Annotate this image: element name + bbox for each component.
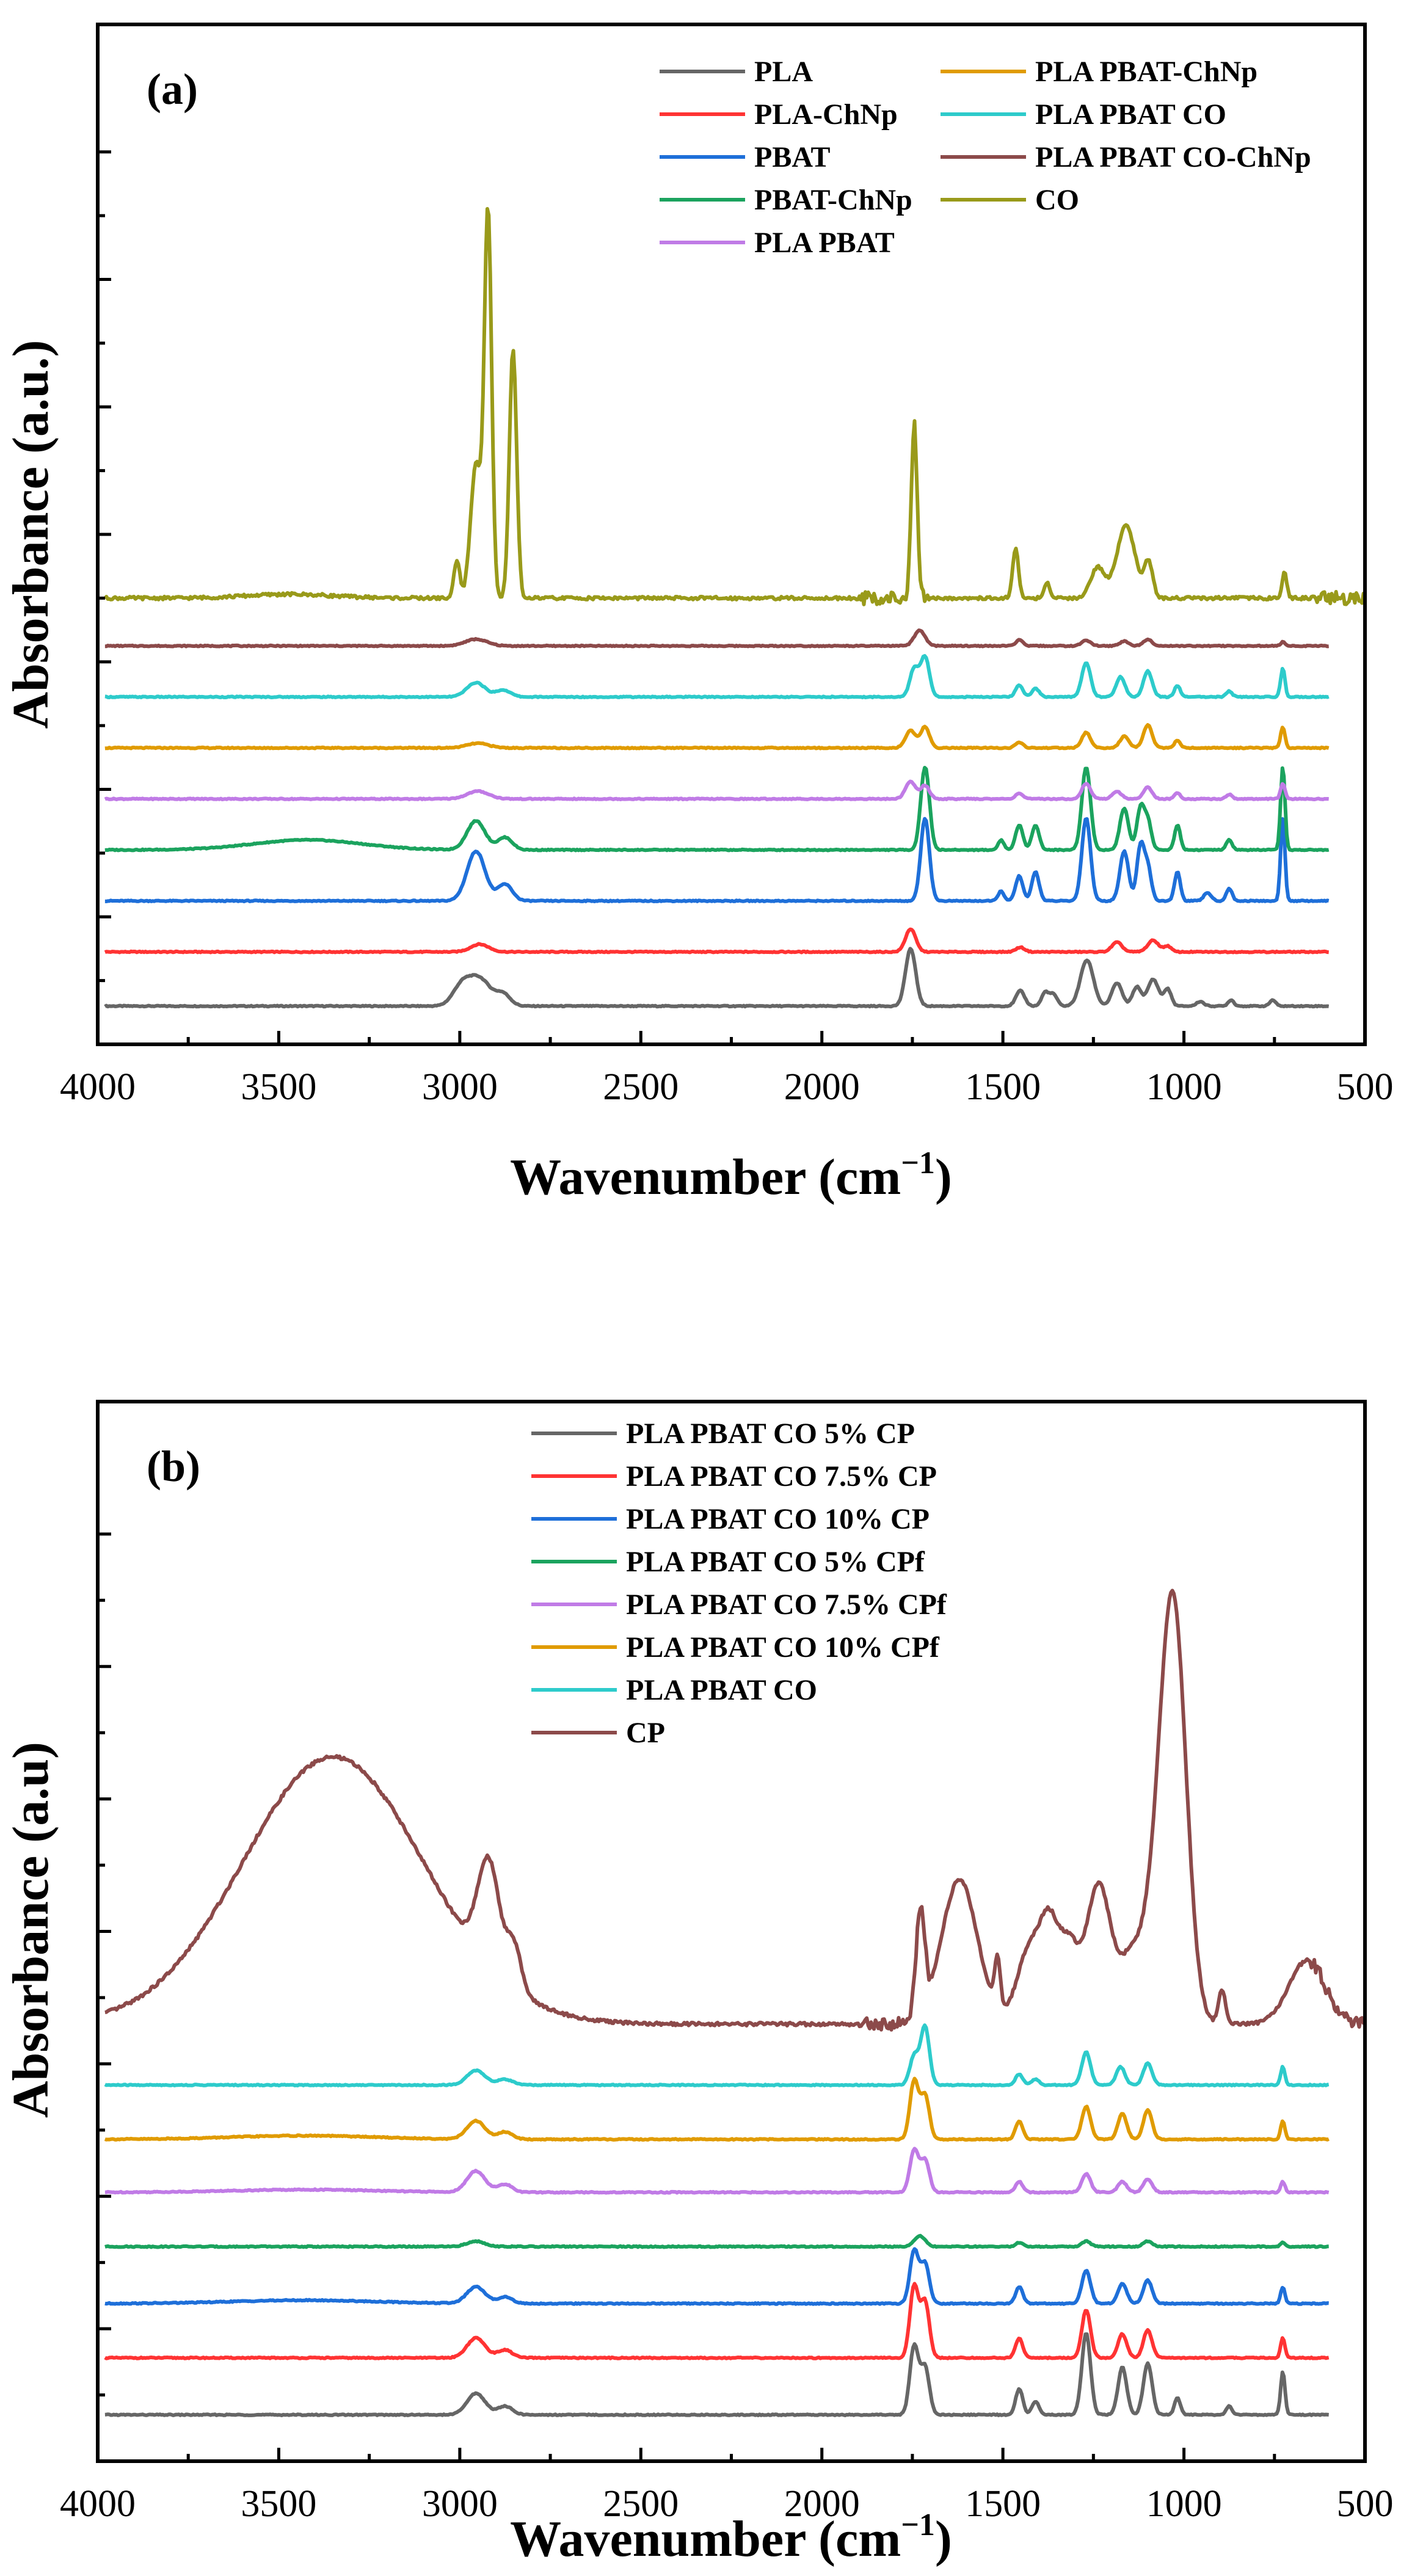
panel-b-chart: 4000 3500 3000 2500 2000 1500 1000 500 (b) PLA … bbox=[2, 1400, 1394, 2567]
panel-b-series-pla-pbat-co bbox=[104, 2023, 1330, 2087]
panel-a-y-axis-title: Absorbance (a.u.) bbox=[2, 340, 59, 729]
legend-a-label-pla-pbat-co-chnp: PLA PBAT CO-ChNp bbox=[1035, 141, 1311, 173]
panel-a-label: (a) bbox=[147, 65, 198, 114]
legend-b-label-7-5cp: PLA PBAT CO 7.5% CP bbox=[626, 1460, 937, 1493]
panel-a-x-tick-label-2000: 2000 bbox=[784, 1066, 860, 1108]
legend-b-label-7-5cpf: PLA PBAT CO 7.5% CPf bbox=[626, 1588, 947, 1621]
panel-a-x-axis-title: Wavenumber (cm−1) bbox=[510, 1146, 952, 1206]
panel-a-x-tick-label-1000: 1000 bbox=[1146, 1066, 1222, 1108]
panel-a-y-ticks bbox=[98, 150, 111, 983]
panel-b-label: (b) bbox=[147, 1442, 200, 1491]
panel-b-spectra bbox=[104, 1588, 1366, 2417]
panel-b-x-tick-label-4000: 4000 bbox=[60, 2483, 136, 2525]
panel-b-x-tick-label-500: 500 bbox=[1337, 2483, 1394, 2525]
panel-a-series-pla-pbat bbox=[104, 779, 1330, 801]
panel-b-x-ticks: 4000 3500 3000 2500 2000 1500 1000 500 bbox=[60, 2448, 1394, 2525]
panel-b-series-pla-pbat-co-7-5pct-cpf bbox=[104, 2147, 1330, 2195]
panel-b-x-axis-title: Wavenumber (cm−1) bbox=[510, 2508, 952, 2567]
panel-a-series-co bbox=[103, 207, 1366, 606]
panel-a-chart: 4000 3500 3000 2500 2000 1500 1000 500 (a) PLA … bbox=[2, 23, 1394, 1206]
panel-b-y-ticks bbox=[98, 1532, 111, 2397]
panel-a-spectra bbox=[103, 207, 1366, 1009]
panel-b-x-tick-label-2000: 2000 bbox=[784, 2483, 860, 2525]
panel-a-series-pbat bbox=[104, 817, 1330, 903]
panel-b-x-tick-label-1500: 1500 bbox=[965, 2483, 1041, 2525]
legend-b-label-cp: CP bbox=[626, 1717, 665, 1749]
panel-a-series-pla-chnp bbox=[104, 927, 1330, 955]
panel-a-legend: PLA PLA-ChNp PBAT PBAT-ChNp PLA PBAT PLA… bbox=[660, 56, 1311, 259]
panel-a-x-tick-label-4000: 4000 bbox=[60, 1066, 136, 1108]
panel-a-x-tick-label-2500: 2500 bbox=[603, 1066, 679, 1108]
panel-a-x-tick-label-3000: 3000 bbox=[422, 1066, 498, 1108]
legend-a-label-pla: PLA bbox=[754, 56, 813, 88]
panel-a-x-ticks: 4000 3500 3000 2500 2000 1500 1000 500 bbox=[60, 1031, 1394, 1108]
panel-b-x-tick-label-1000: 1000 bbox=[1146, 2483, 1222, 2525]
legend-b-label-5cpf: PLA PBAT CO 5% CPf bbox=[626, 1546, 925, 1578]
panel-b-series-pla-pbat-co-10pct-cp bbox=[104, 2247, 1330, 2306]
panel-a-series-pla-pbat-chnp bbox=[104, 723, 1330, 751]
panel-b-x-tick-label-3000: 3000 bbox=[422, 2483, 498, 2525]
panel-a-series-pla-pbat-co bbox=[104, 653, 1330, 699]
panel-a-plot-frame bbox=[96, 23, 1367, 1046]
panel-b-series-pla-pbat-co-5pct-cpf bbox=[104, 2233, 1330, 2249]
panel-a-series-pbat-chnp bbox=[104, 766, 1330, 853]
panel-b-series-cp bbox=[104, 1588, 1366, 2032]
legend-a-label-co: CO bbox=[1035, 184, 1079, 216]
panel-a-x-tick-label-3500: 3500 bbox=[241, 1066, 316, 1108]
panel-b-y-axis-title: Absorbance (a.u) bbox=[2, 1742, 59, 2118]
legend-b-label-10cpf: PLA PBAT CO 10% CPf bbox=[626, 1631, 940, 1664]
panel-a-series-pla bbox=[104, 947, 1330, 1009]
legend-a-label-pla-chnp: PLA-ChNp bbox=[754, 98, 898, 131]
panel-b-series-pla-pbat-co-10pct-cpf bbox=[104, 2076, 1330, 2142]
legend-a-label-pbat-chnp: PBAT-ChNp bbox=[754, 184, 912, 216]
panel-a-x-tick-label-1500: 1500 bbox=[965, 1066, 1041, 1108]
legend-a-label-pla-pbat-co: PLA PBAT CO bbox=[1035, 98, 1226, 131]
legend-a-label-pla-pbat-chnp: PLA PBAT-ChNp bbox=[1035, 56, 1257, 88]
legend-b-label-pla-pbat-co: PLA PBAT CO bbox=[626, 1674, 817, 1706]
panel-b-x-tick-label-3500: 3500 bbox=[241, 2483, 316, 2525]
panel-a-series-pla-pbat-co-chnp bbox=[104, 628, 1330, 649]
panel-b-legend: PLA PBAT CO 5% CP PLA PBAT CO 7.5% CP PL… bbox=[531, 1417, 947, 1749]
panel-a-x-tick-label-500: 500 bbox=[1337, 1066, 1394, 1108]
legend-a-label-pla-pbat: PLA PBAT bbox=[754, 227, 895, 259]
panel-b-series-pla-pbat-co-7-5pct-cp bbox=[104, 2282, 1330, 2360]
panel-b-x-tick-label-2500: 2500 bbox=[603, 2483, 679, 2525]
legend-a-label-pbat: PBAT bbox=[754, 141, 830, 173]
panel-b-series-pla-pbat-co-5pct-cp bbox=[104, 2332, 1330, 2417]
legend-b-label-10cp: PLA PBAT CO 10% CP bbox=[626, 1503, 930, 1535]
legend-b-label-5cp: PLA PBAT CO 5% CP bbox=[626, 1417, 915, 1450]
